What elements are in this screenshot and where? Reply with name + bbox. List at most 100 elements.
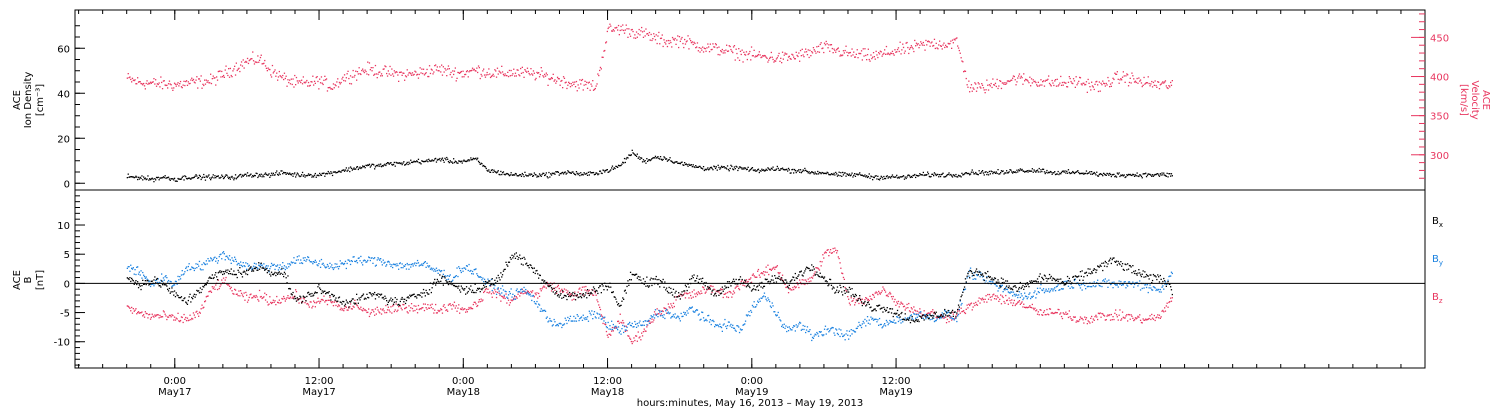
- velocity-point: [533, 72, 535, 74]
- velocity-point: [775, 58, 778, 60]
- velocity-point: [1102, 80, 1104, 82]
- density-point: [250, 173, 252, 175]
- velocity-point: [526, 67, 529, 69]
- bz-point: [869, 295, 871, 297]
- bz-point: [739, 283, 742, 285]
- velocity-point: [1027, 80, 1029, 82]
- by-point: [516, 288, 518, 290]
- by-point: [629, 321, 631, 324]
- by-point: [654, 309, 657, 311]
- bz-point: [979, 302, 981, 304]
- by-point: [642, 321, 645, 323]
- density-point: [1069, 172, 1071, 175]
- bz-point: [1018, 300, 1021, 302]
- by-point: [615, 325, 617, 327]
- by-point: [320, 258, 323, 261]
- bz-point: [183, 313, 185, 316]
- bz-point: [1136, 317, 1138, 319]
- bz-point: [588, 289, 590, 291]
- density-point: [331, 172, 333, 174]
- bz-point: [1111, 319, 1113, 321]
- velocity-point: [838, 50, 840, 52]
- density-point: [371, 163, 373, 165]
- bz-point: [683, 293, 685, 296]
- bz-point: [1015, 303, 1017, 305]
- by-point: [220, 253, 222, 255]
- velocity-point: [272, 72, 274, 74]
- density-point: [927, 171, 929, 173]
- bz-point: [563, 288, 566, 290]
- by-point: [319, 260, 321, 262]
- bz-point: [1151, 313, 1153, 316]
- velocity-point: [641, 26, 643, 29]
- density-point: [270, 174, 272, 177]
- velocity-point: [459, 71, 462, 73]
- bz-point: [427, 304, 429, 306]
- bz-point: [192, 318, 194, 320]
- density-point: [502, 171, 505, 173]
- by-point: [369, 259, 371, 262]
- density-point: [270, 172, 273, 174]
- by-point: [435, 270, 437, 272]
- density-point: [886, 175, 888, 177]
- density-point: [1086, 173, 1088, 175]
- density-point: [687, 165, 689, 167]
- by-point: [409, 263, 411, 266]
- bz-point: [1090, 317, 1092, 319]
- by-point: [1050, 288, 1052, 290]
- density-point: [463, 159, 465, 161]
- velocity-point: [1104, 85, 1106, 87]
- velocity-point: [514, 72, 517, 74]
- density-point: [876, 178, 878, 180]
- bz-point: [1129, 318, 1131, 320]
- density-point: [198, 174, 201, 176]
- bz-point: [1046, 308, 1048, 311]
- bz-point: [364, 309, 366, 311]
- bz-point: [754, 276, 756, 278]
- bz-point: [770, 269, 772, 271]
- density-point: [1043, 171, 1046, 173]
- by-point: [556, 323, 559, 326]
- density-point: [1131, 174, 1133, 177]
- bz-point: [950, 316, 952, 318]
- velocity-point: [1056, 78, 1058, 80]
- density-point: [489, 171, 491, 173]
- bz-point: [1059, 313, 1061, 315]
- velocity-point: [1151, 86, 1154, 88]
- density-point: [1085, 172, 1087, 175]
- by-point: [759, 300, 761, 302]
- by-point: [468, 263, 470, 266]
- by-point: [1029, 292, 1031, 294]
- bz-point: [639, 336, 641, 338]
- bz-point: [161, 316, 163, 318]
- bz-point: [816, 267, 818, 269]
- velocity-point: [306, 79, 308, 82]
- bz-point: [491, 296, 493, 298]
- density-point: [279, 173, 281, 176]
- by-point: [718, 326, 720, 328]
- density-point: [1044, 172, 1046, 175]
- velocity-point: [218, 70, 220, 72]
- bz-point: [886, 294, 888, 296]
- velocity-point: [914, 39, 916, 42]
- velocity-point: [225, 65, 227, 67]
- bz-point: [289, 297, 291, 300]
- by-point: [351, 260, 353, 263]
- density-point: [450, 161, 452, 163]
- velocity-point: [462, 70, 464, 72]
- by-point: [963, 288, 966, 291]
- density-point: [143, 178, 146, 180]
- by-point: [966, 277, 968, 279]
- velocity-point: [886, 53, 888, 55]
- density-point: [779, 169, 781, 171]
- by-point: [997, 290, 999, 292]
- velocity-point: [455, 80, 457, 82]
- density-point: [349, 166, 352, 168]
- by-point: [684, 313, 686, 315]
- by-point: [379, 259, 381, 261]
- density-point: [318, 175, 320, 177]
- density-point: [628, 154, 630, 156]
- by-point: [512, 293, 514, 295]
- velocity-point: [549, 78, 551, 81]
- by-point: [465, 268, 467, 270]
